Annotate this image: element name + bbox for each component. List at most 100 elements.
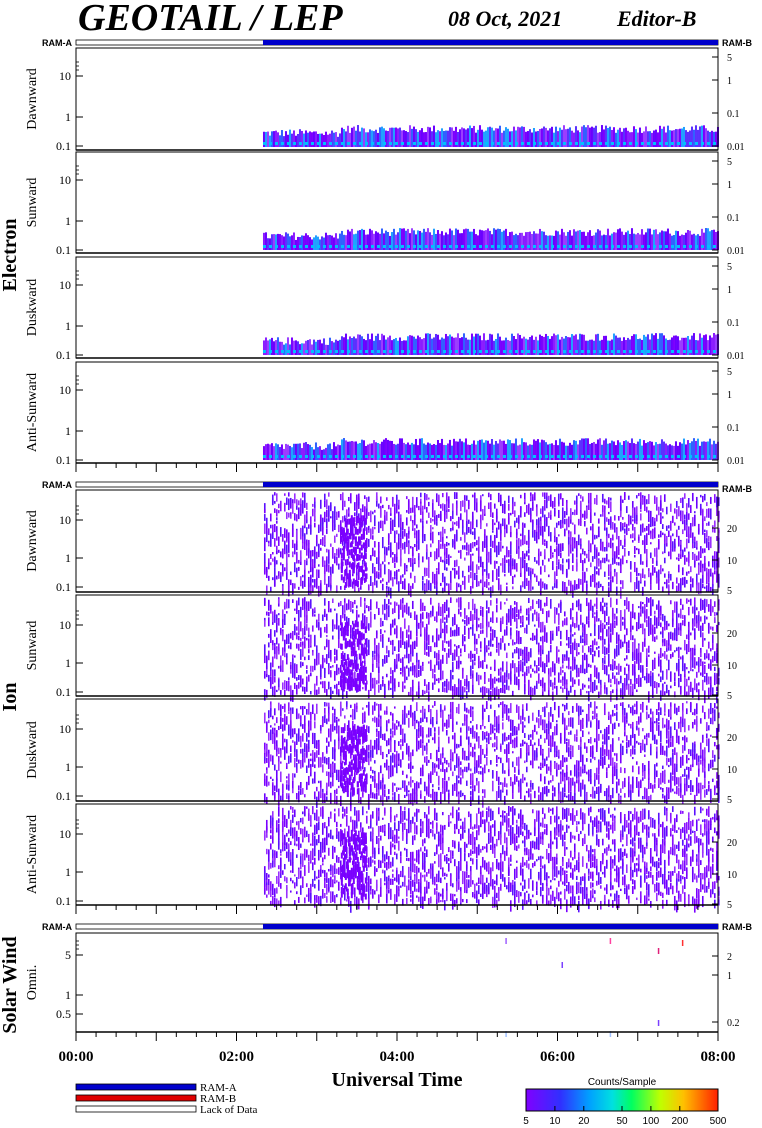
spectrogram-cell: [305, 669, 308, 674]
spectrogram-cell: [589, 673, 592, 681]
spectrogram-cell: [299, 503, 302, 511]
spectrogram-column: [272, 234, 275, 250]
spectrogram-cell: [613, 650, 616, 659]
spectrogram-column: [680, 234, 683, 250]
spectrogram-cell: [369, 599, 372, 611]
spectrogram-cell: [677, 535, 680, 540]
spectrogram-cell: [269, 562, 272, 566]
spectrogram-cell: [309, 672, 312, 676]
spectrogram-column: [376, 132, 379, 147]
spectrogram-cell: [691, 532, 694, 540]
spectrogram-cell: [301, 500, 304, 504]
spectrogram-cell: [521, 581, 524, 588]
spectrogram-column: [306, 340, 309, 355]
spectrogram-cell: [393, 622, 396, 626]
spectrogram-column: [388, 235, 391, 250]
spectrogram-cell: [565, 501, 568, 512]
spectrogram-cell: [483, 513, 486, 516]
spectrogram-cell: [595, 585, 598, 596]
spectrogram-cell: [393, 507, 396, 519]
spectrogram-cell: [437, 514, 440, 518]
spectrogram-cell: [433, 673, 436, 683]
spectrogram-cell: [583, 551, 586, 556]
spectrogram-cell: [495, 686, 498, 691]
spectrogram-cell: [445, 583, 448, 586]
spectrogram-column: [592, 127, 595, 147]
spectrogram-cell: [537, 673, 540, 684]
spectrogram-column: [286, 444, 289, 460]
spectrogram-cell: [505, 586, 508, 592]
spectrogram-cell: [400, 350, 404, 353]
spectrogram-cell: [347, 660, 350, 664]
spectrogram-column: [554, 126, 557, 147]
spectrogram-column: [380, 333, 383, 355]
spectrogram-column: [688, 130, 691, 147]
spectrogram-cell: [285, 497, 288, 505]
spectrogram-column: [478, 439, 481, 460]
spectrogram-cell: [355, 515, 358, 526]
spectrogram-cell: [391, 639, 394, 646]
spectrogram-column: [624, 440, 627, 460]
spectrogram-cell: [577, 581, 580, 588]
spectrogram-column: [662, 441, 665, 460]
spectrogram-cell: [569, 542, 572, 546]
spectrogram-cell: [507, 495, 510, 504]
spectrogram-cell: [629, 625, 632, 633]
spectrogram-column: [626, 230, 629, 250]
spectrogram-column: [474, 234, 477, 250]
spectrogram-cell: [561, 543, 564, 549]
spectrogram-cell: [301, 533, 304, 544]
spectrogram-cell: [497, 492, 500, 503]
spectrogram-cell: [543, 524, 546, 532]
spectrogram-cell: [609, 623, 612, 630]
spectrogram-cell: [643, 495, 646, 508]
spectrogram-cell: [561, 546, 564, 551]
spectrogram-cell: [515, 532, 518, 535]
spectrogram-cell: [603, 506, 606, 518]
spectrogram-cell: [587, 550, 590, 561]
spectrogram-cell: [262, 142, 266, 145]
spectrogram-cell: [445, 599, 448, 603]
spectrogram-column: [426, 126, 429, 147]
spectrogram-cell: [631, 641, 634, 652]
spectrogram-cell: [633, 683, 636, 690]
spectrogram-cell: [307, 655, 310, 661]
spectrogram-cell: [557, 534, 560, 537]
spectrogram-column: [354, 338, 357, 355]
spectrogram-cell: [557, 625, 560, 632]
spectrogram-cell: [455, 500, 458, 509]
spectrogram-cell: [364, 553, 367, 560]
spectrogram-column: [632, 334, 635, 355]
spectrogram-cell: [407, 667, 410, 677]
spectrogram-cell: [293, 663, 296, 666]
spectrogram-column: [600, 444, 603, 460]
spectrogram-cell: [317, 585, 320, 597]
spectrogram-cell: [283, 493, 286, 496]
spectrogram-cell: [271, 676, 274, 685]
spectrogram-column: [484, 130, 487, 147]
spectrogram-column: [460, 441, 463, 460]
spectrogram-cell: [445, 678, 448, 685]
spectrogram-column: [642, 131, 645, 147]
spectrogram-cell: [505, 626, 508, 636]
spectrogram-cell: [441, 670, 444, 680]
spectrogram-column: [552, 333, 555, 355]
spectrogram-column: [530, 444, 533, 460]
spectrogram-cell: [611, 628, 614, 635]
spectrogram-cell: [445, 492, 448, 502]
y-tick-label: 10: [59, 173, 71, 187]
spectrogram-column: [678, 442, 681, 460]
spectrogram-column: [292, 232, 295, 250]
spectrogram-cell: [567, 560, 570, 570]
spectrogram-cell: [401, 543, 404, 550]
spectrogram-cell: [423, 584, 426, 591]
spectrogram-cell: [595, 685, 598, 690]
spectrogram-cell: [373, 526, 376, 530]
spectrogram-cell: [709, 536, 712, 549]
spectrogram-cell: [375, 645, 378, 657]
spectrogram-cell: [441, 613, 444, 623]
spectrogram-cell: [475, 608, 478, 620]
spectrogram-cell: [353, 671, 356, 675]
spectrogram-cell: [587, 618, 590, 621]
spectrogram-column: [304, 340, 307, 355]
